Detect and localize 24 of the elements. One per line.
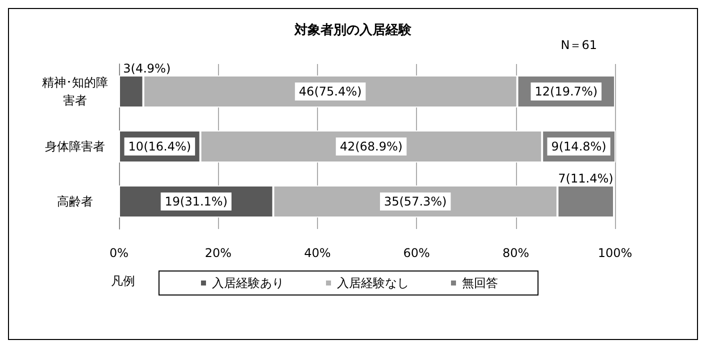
x-tick-label: 100% (598, 246, 632, 260)
legend-title: 凡例 (111, 274, 135, 288)
data-label: 7(11.4%) (558, 172, 614, 186)
chart-title: 対象者別の入居経験 (294, 22, 412, 38)
x-tick-label: 60% (403, 246, 430, 260)
data-label: 42(68.9%) (340, 140, 403, 154)
data-label: 10(16.4%) (128, 140, 192, 154)
data-label: 35(57.3%) (384, 194, 447, 208)
data-label: 12(19.7%) (534, 84, 598, 98)
legend-label: 無回答 (462, 276, 498, 290)
x-tick-label: 80% (502, 246, 530, 260)
x-tick-label: 40% (304, 246, 331, 260)
x-tick-label: 0% (109, 246, 129, 260)
x-tick-label: 20% (204, 246, 232, 260)
data-label: 9(14.8%) (551, 140, 606, 154)
data-label: 46(75.4%) (298, 84, 362, 98)
y-tick-label: 精神･知的障害者 (42, 76, 108, 108)
legend-label: 入居経験なし (337, 276, 409, 290)
text: N＝61 (560, 38, 598, 52)
legend-label: 入居経験あり (212, 276, 284, 290)
data-label: 3(4.9%) (123, 62, 171, 76)
data-label: 19(31.1%) (164, 194, 228, 208)
y-tick-label: 身体障害者 (45, 140, 105, 154)
y-tick-label: 高齢者 (57, 194, 93, 208)
